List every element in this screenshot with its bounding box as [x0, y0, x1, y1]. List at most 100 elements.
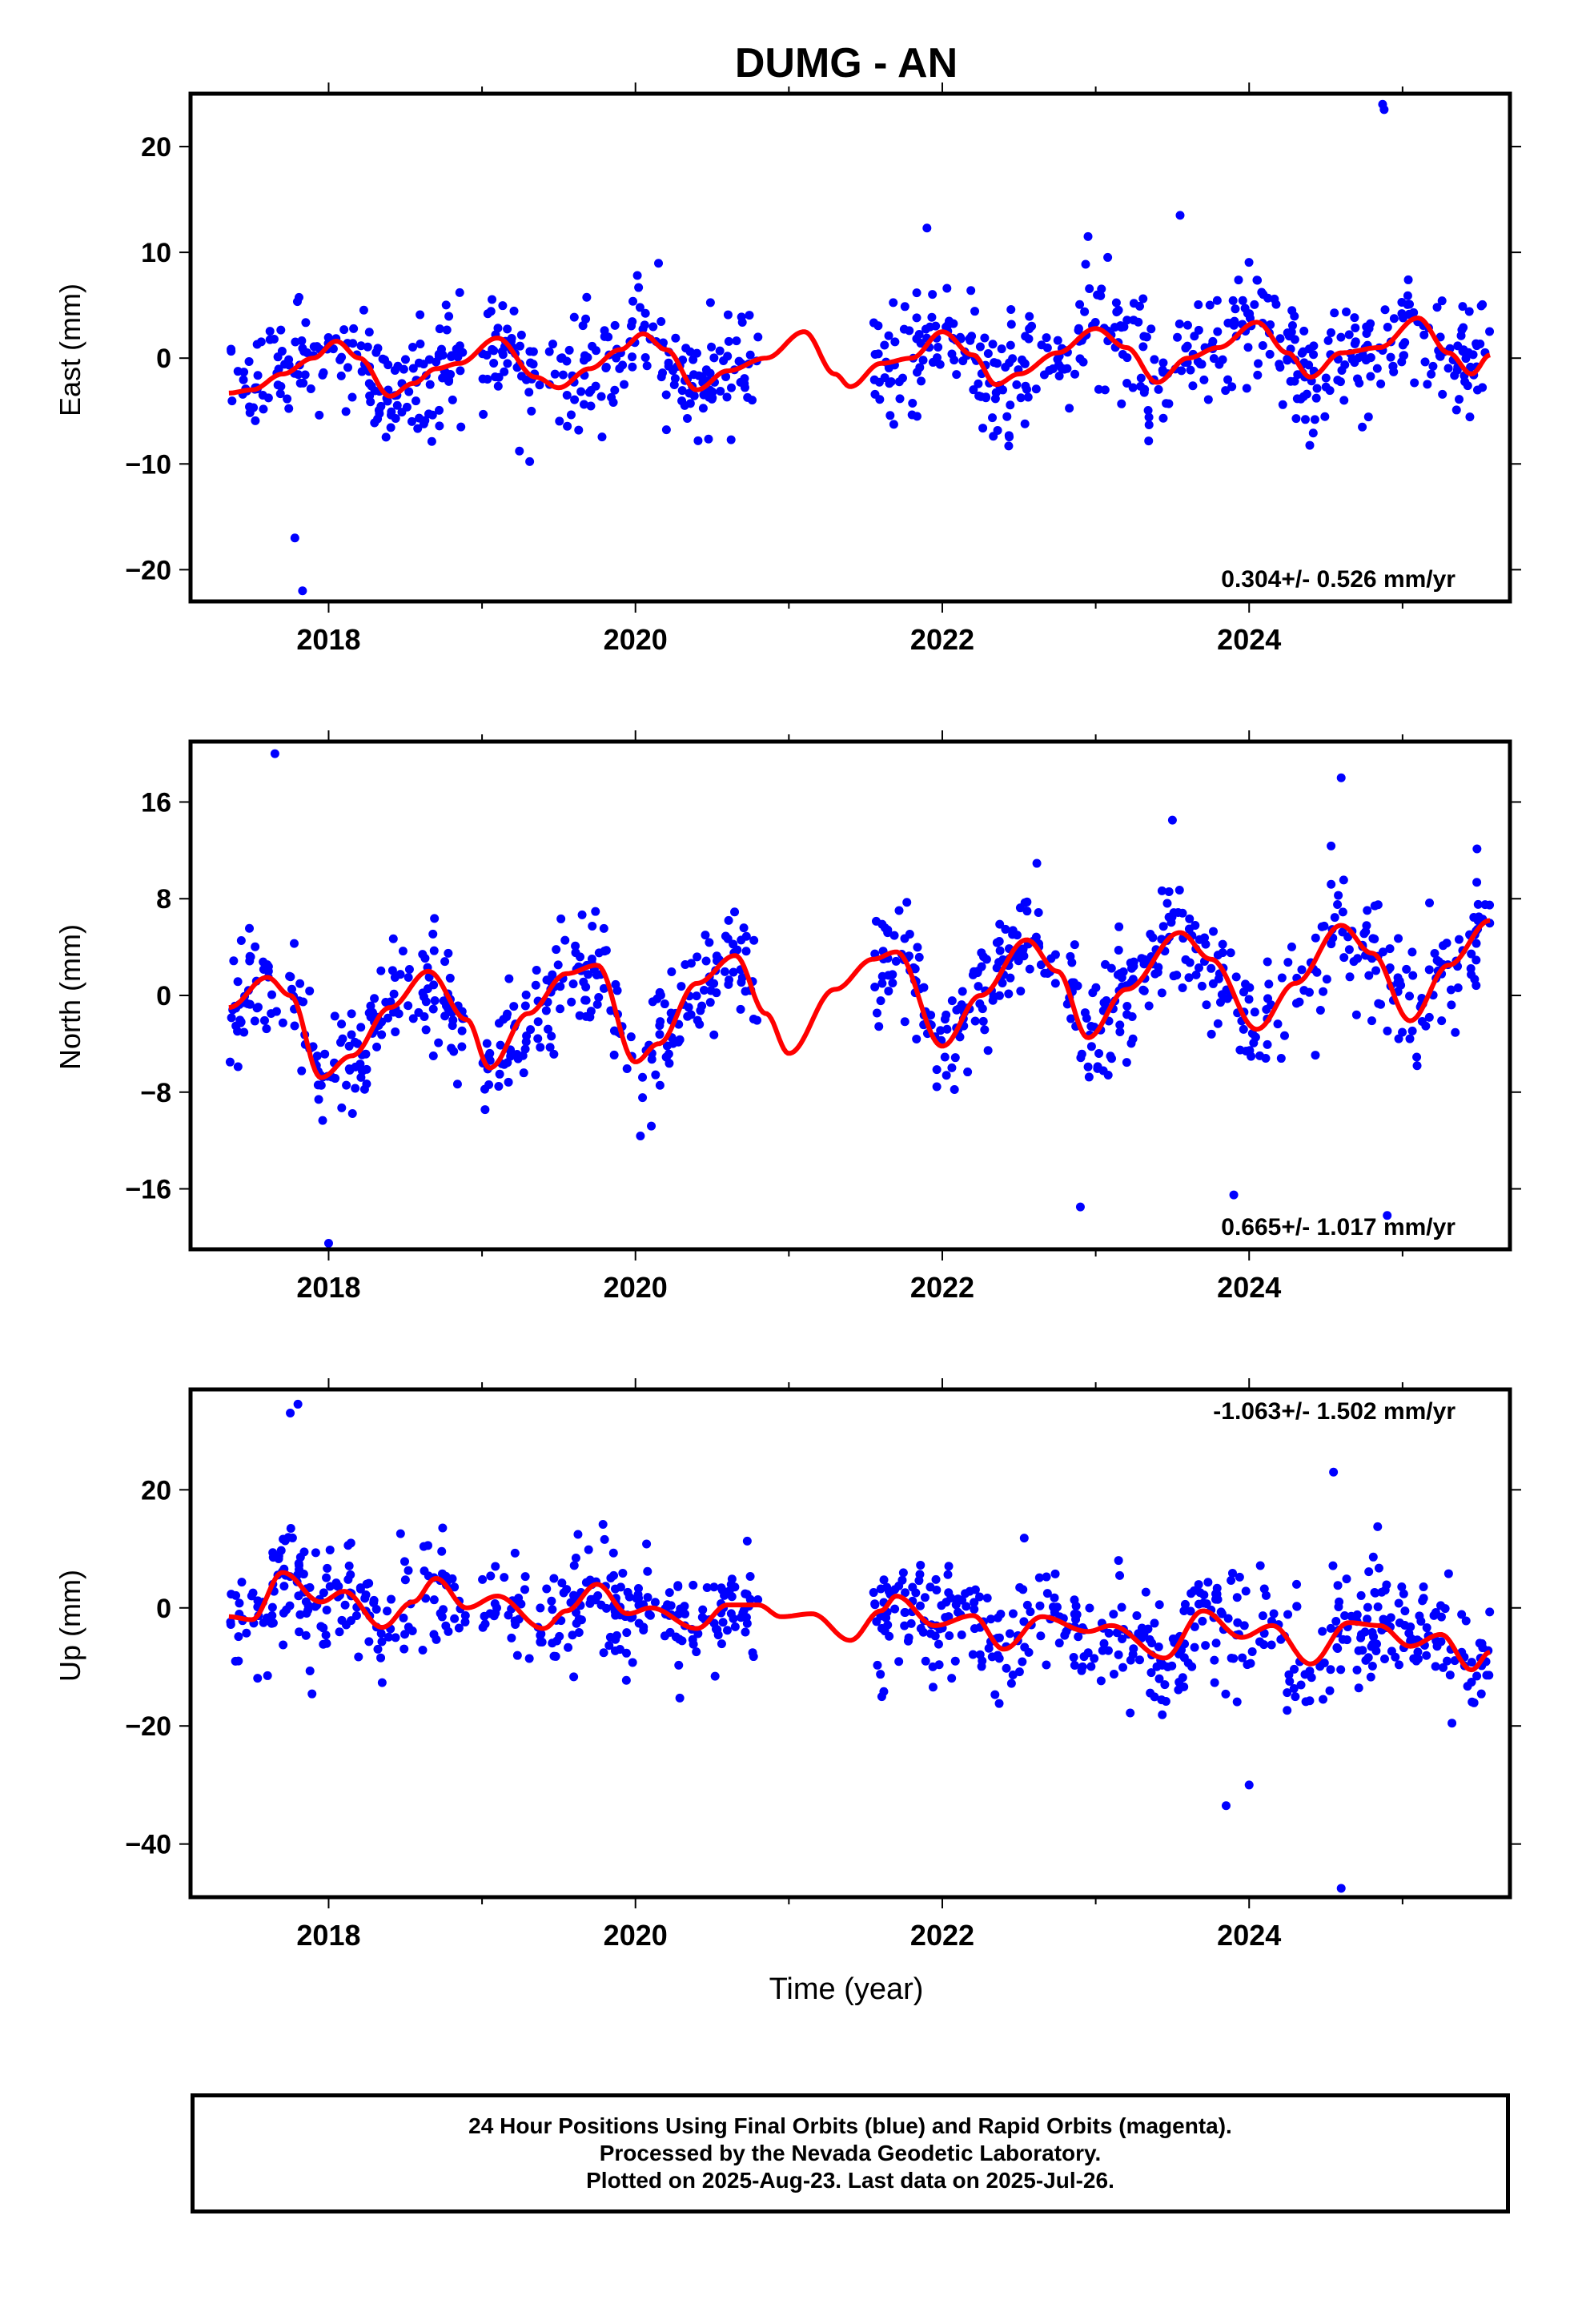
data-point	[689, 391, 699, 400]
data-point	[542, 975, 552, 985]
data-point	[1364, 971, 1374, 980]
data-point	[1008, 1670, 1018, 1679]
data-point	[689, 355, 698, 364]
data-point	[584, 388, 594, 397]
data-point	[1336, 1884, 1346, 1893]
data-point	[1393, 978, 1403, 987]
data-point	[1374, 1563, 1383, 1573]
data-point	[724, 336, 733, 346]
data-point	[1275, 334, 1285, 344]
data-point	[1050, 1569, 1060, 1578]
data-point	[305, 1666, 315, 1675]
data-point	[373, 1644, 383, 1654]
data-point	[1158, 1660, 1167, 1670]
data-point	[981, 393, 990, 403]
data-point	[1109, 1669, 1118, 1679]
data-point	[655, 1080, 665, 1090]
data-point	[724, 979, 733, 989]
data-point	[877, 971, 887, 981]
data-point	[335, 355, 345, 364]
data-point	[1276, 1634, 1286, 1644]
data-point	[1098, 1646, 1107, 1655]
data-point	[396, 970, 405, 979]
data-point	[1016, 393, 1026, 403]
data-point	[681, 1609, 690, 1618]
data-point	[1400, 1620, 1410, 1630]
data-point	[233, 1062, 243, 1072]
data-point	[1455, 395, 1464, 404]
data-point	[1186, 1606, 1195, 1616]
data-point	[391, 414, 400, 424]
data-point	[1042, 1589, 1052, 1598]
data-point	[1232, 1697, 1242, 1707]
data-point	[280, 1536, 290, 1546]
data-point	[440, 957, 450, 967]
data-point	[950, 1656, 960, 1666]
data-point	[297, 1066, 307, 1076]
data-point	[1333, 376, 1343, 385]
data-point	[1213, 1019, 1223, 1028]
data-point	[1407, 947, 1417, 957]
data-point	[295, 1565, 304, 1574]
data-point	[883, 925, 893, 935]
data-point	[1122, 1010, 1132, 1019]
data-point	[429, 1595, 439, 1605]
data-point	[655, 1030, 665, 1039]
data-point	[900, 302, 909, 312]
x-tick-label: 2018	[296, 1271, 360, 1304]
data-point	[1245, 1046, 1255, 1055]
data-point	[912, 313, 921, 323]
data-point	[550, 369, 560, 379]
data-point	[934, 342, 943, 352]
data-point	[1345, 972, 1355, 982]
data-point	[1300, 415, 1310, 424]
data-point	[1333, 899, 1343, 909]
data-point	[531, 980, 540, 990]
data-point	[492, 1603, 501, 1613]
data-point	[1330, 913, 1339, 923]
data-point	[1334, 891, 1343, 900]
data-point	[1400, 1606, 1410, 1616]
data-point	[1199, 1598, 1208, 1608]
data-point	[400, 1575, 410, 1585]
data-point	[1445, 1671, 1455, 1680]
data-point	[702, 1582, 712, 1592]
data-point	[544, 1024, 553, 1034]
data-point	[234, 1656, 243, 1666]
data-point	[574, 1614, 584, 1624]
data-point	[1250, 300, 1259, 309]
data-point	[351, 1084, 360, 1093]
data-point	[1258, 341, 1267, 351]
data-point	[1425, 898, 1435, 907]
data-point	[1287, 942, 1296, 951]
data-point	[1368, 1552, 1378, 1562]
data-point	[974, 379, 983, 388]
data-point	[567, 997, 576, 1007]
data-point	[1421, 1021, 1431, 1031]
caption-box: 24 Hour Positions Using Final Orbits (bl…	[191, 2093, 1510, 2213]
data-point	[908, 1582, 917, 1592]
data-point	[1364, 1567, 1374, 1577]
data-point	[632, 271, 642, 280]
data-point	[931, 1574, 941, 1584]
model-curve	[228, 1570, 1491, 1673]
data-point	[526, 1025, 536, 1035]
data-point	[341, 407, 351, 416]
data-point	[556, 1004, 565, 1014]
data-point	[1363, 906, 1372, 915]
data-point	[947, 996, 957, 1006]
data-point	[912, 412, 921, 421]
data-point	[1050, 979, 1060, 988]
data-point	[1157, 1695, 1166, 1705]
data-point	[265, 335, 275, 344]
data-point	[991, 388, 1001, 397]
data-point	[1004, 989, 1014, 999]
data-point	[404, 1001, 413, 1011]
data-point	[290, 533, 299, 543]
data-point	[448, 1021, 457, 1031]
data-point	[1008, 1609, 1018, 1618]
data-point	[1305, 1696, 1315, 1706]
data-point	[934, 1660, 944, 1670]
data-point	[1234, 275, 1243, 285]
